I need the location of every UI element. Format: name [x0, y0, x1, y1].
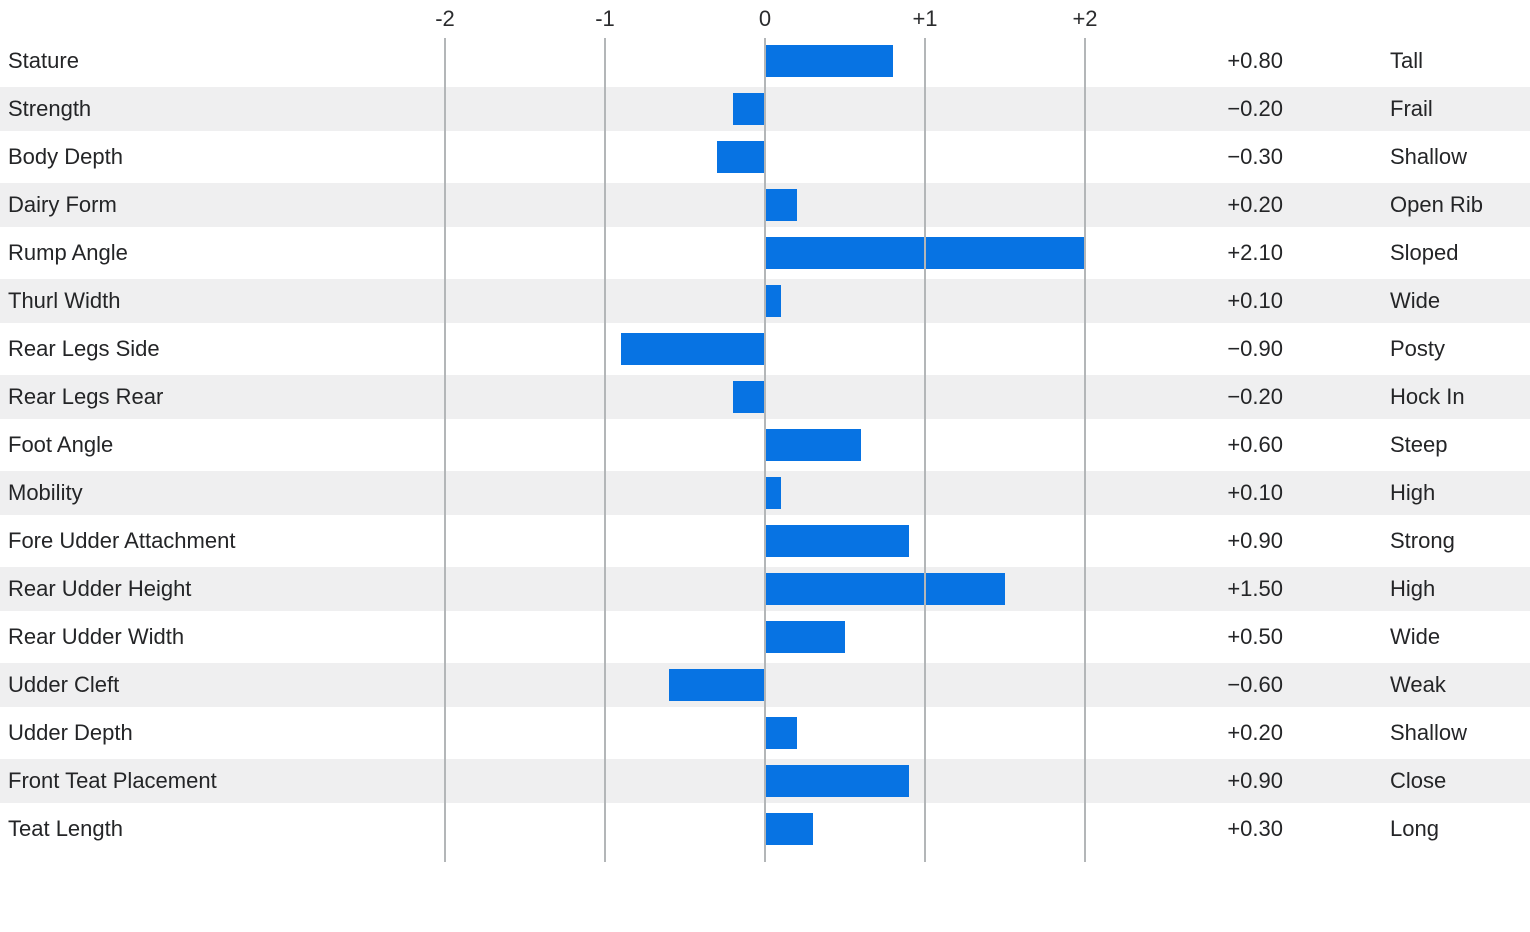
- trait-label: Fore Udder Attachment: [8, 528, 236, 553]
- trait-descriptor: Sloped: [1390, 240, 1459, 265]
- trait-row: Udder Depth +0.20 Shallow: [0, 709, 1530, 757]
- trait-label: Strength: [8, 96, 92, 121]
- trait-value: +0.90: [1227, 528, 1283, 553]
- trait-descriptor: High: [1390, 480, 1436, 505]
- trait-bar: [765, 285, 781, 317]
- trait-value: +0.60: [1227, 432, 1283, 457]
- trait-descriptor: Posty: [1390, 336, 1446, 361]
- gridline: [604, 38, 606, 862]
- trait-bar: [717, 141, 765, 173]
- trait-value: +0.20: [1227, 192, 1283, 217]
- trait-bar: [765, 717, 797, 749]
- trait-descriptor: Shallow: [1390, 144, 1468, 169]
- trait-value: +0.30: [1227, 816, 1283, 841]
- gridline: [924, 38, 926, 862]
- trait-bar: [621, 333, 765, 365]
- trait-value: +1.50: [1227, 576, 1283, 601]
- trait-row: Body Depth −0.30 Shallow: [0, 133, 1530, 181]
- trait-bar: [765, 573, 1005, 605]
- trait-value: +0.50: [1227, 624, 1283, 649]
- trait-descriptor: Open Rib: [1390, 192, 1483, 217]
- trait-bar: [765, 429, 861, 461]
- trait-value: −0.20: [1227, 384, 1283, 409]
- trait-value: +0.20: [1227, 720, 1283, 745]
- trait-label: Body Depth: [8, 144, 123, 169]
- trait-label: Rear Legs Rear: [8, 384, 164, 409]
- x-axis-tick-label: -1: [595, 6, 615, 31]
- trait-label: Mobility: [8, 480, 83, 505]
- trait-descriptor: Weak: [1390, 672, 1446, 697]
- trait-row: Fore Udder Attachment +0.90 Strong: [0, 517, 1530, 565]
- trait-descriptor: Tall: [1390, 48, 1424, 73]
- trait-bar: [765, 477, 781, 509]
- trait-bar: [765, 813, 813, 845]
- trait-label: Udder Cleft: [8, 672, 120, 697]
- trait-bar: [733, 381, 765, 413]
- trait-descriptor: Close: [1390, 768, 1447, 793]
- x-axis-tick-label: +1: [912, 6, 938, 31]
- trait-label: Rump Angle: [8, 240, 128, 265]
- trait-bar: [765, 525, 909, 557]
- trait-label: Udder Depth: [8, 720, 133, 745]
- trait-descriptor: High: [1390, 576, 1436, 601]
- trait-value: +2.10: [1227, 240, 1283, 265]
- trait-descriptor: Steep: [1390, 432, 1448, 457]
- x-axis-tick-label: -2: [435, 6, 455, 31]
- trait-label: Teat Length: [8, 816, 123, 841]
- trait-label: Rear Udder Height: [8, 576, 192, 601]
- trait-row: Foot Angle +0.60 Steep: [0, 421, 1530, 469]
- trait-label: Stature: [8, 48, 79, 73]
- trait-bar: [733, 93, 765, 125]
- trait-value: −0.90: [1227, 336, 1283, 361]
- trait-descriptor: Strong: [1390, 528, 1455, 553]
- gridline: [764, 38, 766, 862]
- trait-descriptor: Shallow: [1390, 720, 1468, 745]
- trait-label: Front Teat Placement: [8, 768, 217, 793]
- trait-row: Stature +0.80 Tall: [0, 37, 1530, 85]
- x-axis-tick-label: +2: [1072, 6, 1098, 31]
- trait-value: +0.90: [1227, 768, 1283, 793]
- trait-value: +0.80: [1227, 48, 1283, 73]
- trait-bar: [765, 621, 845, 653]
- trait-value: +0.10: [1227, 288, 1283, 313]
- trait-descriptor: Long: [1390, 816, 1439, 841]
- gridline: [1084, 38, 1086, 862]
- trait-descriptor: Hock In: [1390, 384, 1465, 409]
- trait-row: Teat Length +0.30 Long: [0, 805, 1530, 853]
- trait-value: −0.20: [1227, 96, 1283, 121]
- trait-value: −0.30: [1227, 144, 1283, 169]
- trait-value: +0.10: [1227, 480, 1283, 505]
- trait-label: Rear Udder Width: [8, 624, 185, 649]
- gridline: [444, 38, 446, 862]
- x-axis-tick-label: 0: [758, 6, 772, 31]
- trait-label: Dairy Form: [8, 192, 117, 217]
- trait-label: Thurl Width: [8, 288, 121, 313]
- trait-descriptor: Wide: [1390, 624, 1441, 649]
- trait-bar: [765, 45, 893, 77]
- trait-descriptor: Frail: [1390, 96, 1433, 121]
- trait-bar: [765, 765, 909, 797]
- trait-row: Rear Legs Side −0.90 Posty: [0, 325, 1530, 373]
- trait-label: Foot Angle: [8, 432, 114, 457]
- trait-label: Rear Legs Side: [8, 336, 160, 361]
- trait-bar: [669, 669, 765, 701]
- trait-row: Rear Udder Width +0.50 Wide: [0, 613, 1530, 661]
- trait-bar: [765, 189, 797, 221]
- trait-value: −0.60: [1227, 672, 1283, 697]
- trait-descriptor: Wide: [1390, 288, 1441, 313]
